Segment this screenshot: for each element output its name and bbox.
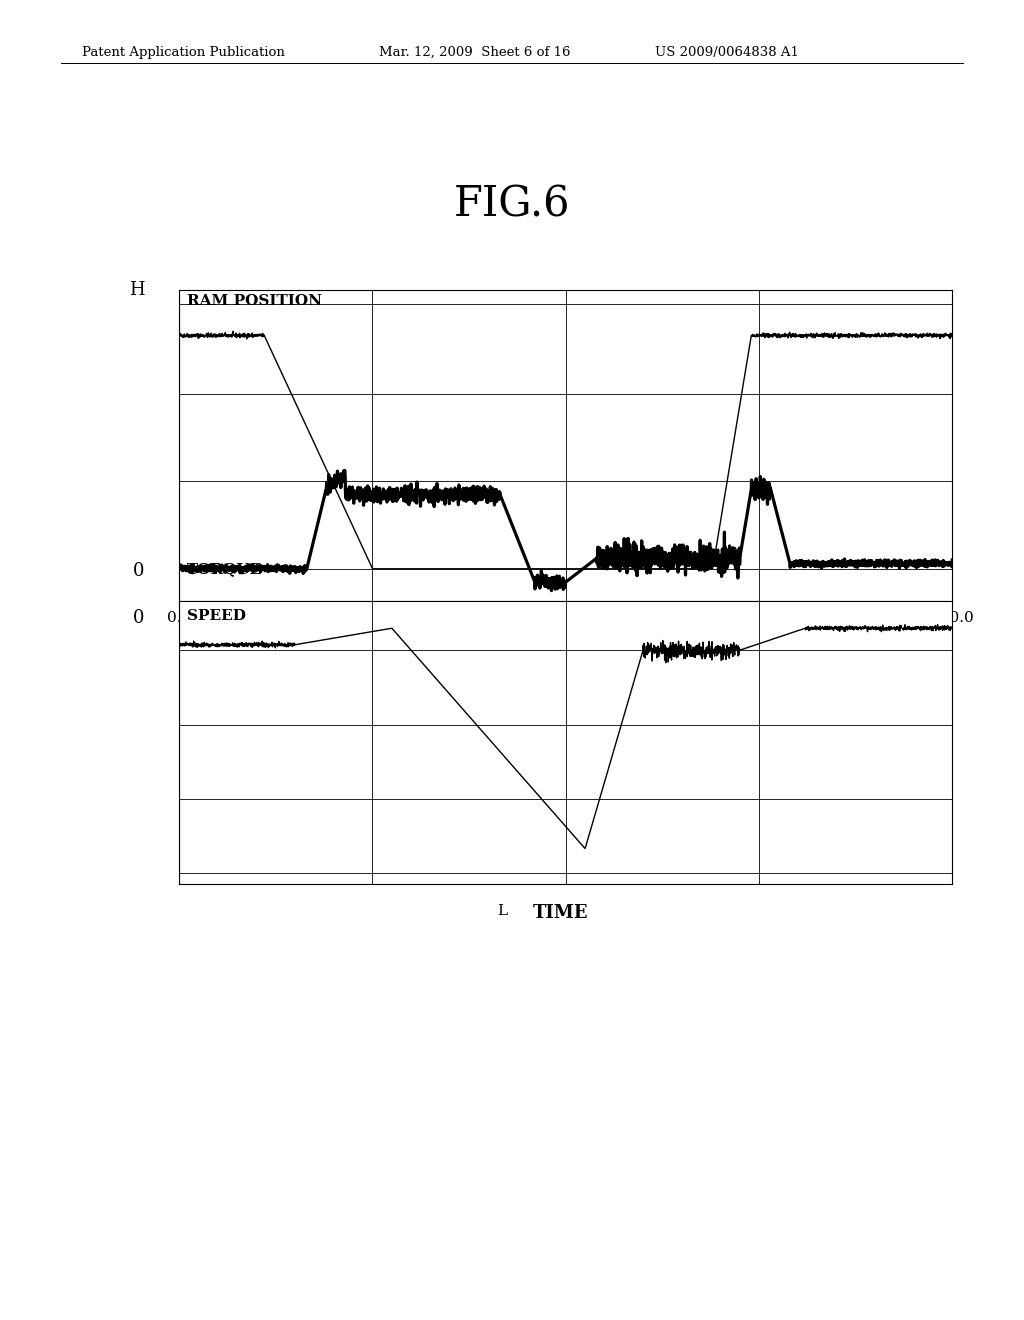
Text: US 2009/0064838 A1: US 2009/0064838 A1 — [655, 46, 800, 59]
Text: TIME: TIME — [532, 904, 588, 923]
Text: TORQUE: TORQUE — [187, 562, 262, 577]
Text: Mar. 12, 2009  Sheet 6 of 16: Mar. 12, 2009 Sheet 6 of 16 — [379, 46, 570, 59]
Text: L: L — [497, 904, 507, 919]
Text: 0: 0 — [133, 562, 144, 579]
Text: H: H — [129, 281, 144, 300]
Text: Patent Application Publication: Patent Application Publication — [82, 46, 285, 59]
Text: SPEED: SPEED — [187, 609, 246, 623]
Text: FIG.6: FIG.6 — [454, 183, 570, 226]
Text: RAM POSITION: RAM POSITION — [187, 293, 322, 308]
Text: 0: 0 — [133, 609, 144, 627]
